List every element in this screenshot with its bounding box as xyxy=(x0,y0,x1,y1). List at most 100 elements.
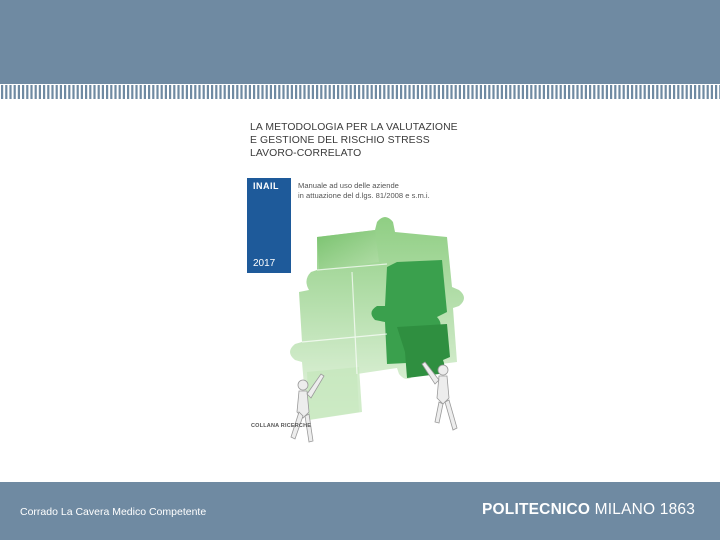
institution-name-rest: MILANO 1863 xyxy=(590,501,696,518)
puzzle-piece-top xyxy=(317,230,379,270)
ruler-tick xyxy=(387,85,390,99)
ruler-tick xyxy=(143,85,146,99)
ruler-tick xyxy=(278,85,281,99)
ruler-tick xyxy=(530,85,533,99)
ruler-tick xyxy=(68,85,71,99)
ruler-tick xyxy=(639,85,642,99)
ruler-tick xyxy=(467,85,470,99)
ruler-tick xyxy=(169,85,172,99)
ruler-tick xyxy=(635,85,638,99)
ruler-tick xyxy=(442,85,445,99)
ruler-tick xyxy=(26,85,29,99)
ruler-tick xyxy=(698,85,701,99)
book-cover: LA METODOLOGIA PER LA VALUTAZIONE E GEST… xyxy=(247,112,475,456)
ruler-tick xyxy=(589,85,592,99)
ruler-tick xyxy=(148,85,151,99)
ruler-tick xyxy=(295,85,298,99)
ruler-tick xyxy=(17,85,20,99)
ruler-tick xyxy=(106,85,109,99)
ruler-tick xyxy=(324,85,327,99)
ruler-tick xyxy=(517,85,520,99)
ruler-tick xyxy=(358,85,361,99)
footer-author: Corrado La Cavera Medico Competente xyxy=(20,506,207,518)
ruler-tick xyxy=(610,85,613,99)
ruler-tick xyxy=(568,85,571,99)
ruler-tick xyxy=(547,85,550,99)
mannequin-figure-left xyxy=(290,373,325,443)
ruler-tick xyxy=(664,85,667,99)
ruler-tick xyxy=(337,85,340,99)
ruler-tick xyxy=(391,85,394,99)
ruler-tick xyxy=(484,85,487,99)
ruler-tick xyxy=(652,85,655,99)
ruler-tick xyxy=(316,85,319,99)
ruler-tick xyxy=(463,85,466,99)
ruler-tick xyxy=(370,85,373,99)
ruler-tick xyxy=(110,85,113,99)
ruler-tick xyxy=(219,85,222,99)
ruler-tick xyxy=(656,85,659,99)
ruler-tick xyxy=(181,85,184,99)
ruler-tick xyxy=(127,85,130,99)
ruler-tick xyxy=(47,85,50,99)
ruler-tick xyxy=(614,85,617,99)
ruler-tick xyxy=(55,85,58,99)
ruler-tick xyxy=(412,85,415,99)
ruler-tick xyxy=(349,85,352,99)
ruler-tick xyxy=(706,85,709,99)
ruler-tick xyxy=(253,85,256,99)
ruler-tick xyxy=(605,85,608,99)
book-subtitle: Manuale ad uso delle aziende in attuazio… xyxy=(298,181,430,200)
ruler-tick xyxy=(43,85,46,99)
institution-logo-text: POLITECNICO MILANO 1863 xyxy=(482,501,695,519)
ruler-tick xyxy=(286,85,289,99)
ruler-tick xyxy=(534,85,537,99)
ruler-tick xyxy=(626,85,629,99)
ruler-tick xyxy=(408,85,411,99)
series-label: COLLANA RICERCHE xyxy=(251,423,312,429)
ruler-tick xyxy=(34,85,37,99)
ruler-tick xyxy=(563,85,566,99)
ruler-tick xyxy=(509,85,512,99)
ruler-tick xyxy=(538,85,541,99)
ruler-tick xyxy=(395,85,398,99)
puzzle-piece-dark-lower xyxy=(397,324,450,378)
ruler-tick xyxy=(97,85,100,99)
ruler-tick xyxy=(274,85,277,99)
ruler-tick xyxy=(677,85,680,99)
ruler-tick xyxy=(80,85,83,99)
ruler-tick xyxy=(72,85,75,99)
ruler-tick xyxy=(114,85,117,99)
ruler-tick xyxy=(190,85,193,99)
ruler-tick xyxy=(694,85,697,99)
ruler-tick xyxy=(505,85,508,99)
ruler-tick xyxy=(320,85,323,99)
ruler-tick xyxy=(299,85,302,99)
ruler-tick xyxy=(173,85,176,99)
ruler-tick xyxy=(223,85,226,99)
ruler-tick xyxy=(689,85,692,99)
ruler-tick xyxy=(160,85,163,99)
ruler-tick xyxy=(156,85,159,99)
ruler-tick xyxy=(51,85,54,99)
ruler-tick xyxy=(572,85,575,99)
puzzle-piece-bottom xyxy=(307,367,362,420)
ruler-tick xyxy=(76,85,79,99)
ruler-tick xyxy=(248,85,251,99)
ruler-tick xyxy=(345,85,348,99)
ruler-tick xyxy=(584,85,587,99)
ruler-tick xyxy=(1,85,4,99)
ruler-tick xyxy=(122,85,125,99)
ruler-tick xyxy=(135,85,138,99)
ruler-tick xyxy=(710,85,713,99)
ruler-tick xyxy=(9,85,12,99)
ruler-tick xyxy=(59,85,62,99)
ruler-tick xyxy=(622,85,625,99)
ruler-tick xyxy=(446,85,449,99)
ruler-tick xyxy=(194,85,197,99)
ruler-tick xyxy=(30,85,33,99)
ruler-tick xyxy=(496,85,499,99)
ruler-tick xyxy=(400,85,403,99)
ruler-tick xyxy=(198,85,201,99)
ruler-tick xyxy=(668,85,671,99)
